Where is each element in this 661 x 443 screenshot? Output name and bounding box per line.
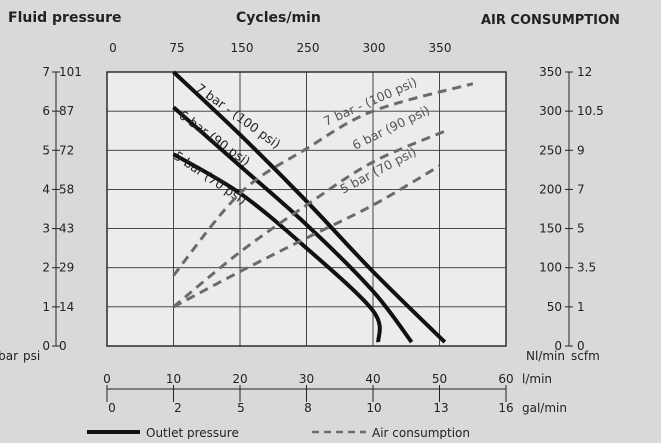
cycles-tick-label: 0 (109, 41, 117, 55)
bar-tick-label: 6 (42, 104, 50, 118)
galmin-tick-label: 8 (304, 401, 312, 415)
lmin-tick-label: 10 (166, 372, 181, 386)
psi-tick-label: 0 (59, 339, 67, 353)
scfm-tick-label: 1 (577, 300, 585, 314)
cycles-per-min-header: Cycles/min (236, 10, 321, 26)
lmin-tick-label: 20 (232, 372, 247, 386)
nlmin-unit-label: Nl/min (526, 349, 565, 363)
cycles-tick-label: 250 (297, 41, 320, 55)
psi-tick-label: 87 (59, 104, 74, 118)
galmin-tick-label: 13 (433, 401, 448, 415)
scfm-tick-label: 3.5 (577, 261, 596, 275)
cycles-tick-label: 150 (231, 41, 254, 55)
lmin-unit-label: l/min (522, 372, 552, 386)
bar-unit-label: bar (0, 349, 18, 363)
psi-unit-label: psi (23, 349, 40, 363)
scfm-tick-label: 10.5 (577, 104, 604, 118)
bar-tick-label: 1 (42, 300, 50, 314)
nlmin-tick-label: 50 (547, 300, 562, 314)
cycles-tick-label: 75 (169, 41, 184, 55)
psi-tick-label: 14 (59, 300, 74, 314)
lmin-tick-label: 50 (432, 372, 447, 386)
bar-tick-label: 5 (42, 143, 50, 157)
cycles-tick-label: 350 (429, 41, 452, 55)
outlet-pressure-curve-2 (172, 152, 382, 343)
psi-tick-label: 101 (59, 65, 82, 79)
bar-tick-label: 2 (42, 261, 50, 275)
scfm-tick-label: 7 (577, 182, 585, 196)
fluid-pressure-header: Fluid pressure (8, 10, 121, 26)
scfm-tick-label: 9 (577, 143, 585, 157)
outlet-pressure-curve-1 (172, 105, 414, 344)
air-consumption-curve-4 (172, 129, 447, 309)
lmin-tick-label: 60 (498, 372, 513, 386)
galmin-tick-label: 5 (237, 401, 245, 415)
scfm-unit-label: scfm (571, 349, 600, 363)
galmin-tick-label: 0 (108, 401, 116, 415)
air-consumption-curve-5 (172, 164, 441, 309)
lmin-tick-label: 30 (299, 372, 314, 386)
nlmin-tick-label: 300 (539, 104, 562, 118)
lmin-tick-label: 0 (103, 372, 111, 386)
scfm-tick-label: 5 (577, 222, 585, 236)
bar-tick-label: 0 (42, 339, 50, 353)
psi-tick-label: 43 (59, 222, 74, 236)
galmin-tick-label: 16 (498, 401, 513, 415)
air-consumption-header: AIR CONSUMPTION (481, 13, 620, 28)
bar-tick-label: 3 (42, 222, 50, 236)
galmin-tick-label: 2 (174, 401, 182, 415)
cycles-tick-label: 300 (363, 41, 386, 55)
psi-tick-label: 58 (59, 182, 74, 196)
nlmin-tick-label: 200 (539, 182, 562, 196)
air-consumption-curve-3 (172, 82, 474, 277)
lmin-tick-label: 40 (365, 372, 380, 386)
nlmin-tick-label: 150 (539, 222, 562, 236)
nlmin-tick-label: 0 (554, 339, 562, 353)
legend-outlet-label: Outlet pressure (146, 426, 239, 439)
nlmin-tick-label: 350 (539, 65, 562, 79)
galmin-tick-label: 10 (366, 401, 381, 415)
psi-tick-label: 29 (59, 261, 74, 275)
outlet-pressure-curve-0 (172, 70, 447, 344)
psi-tick-label: 72 (59, 143, 74, 157)
bar-tick-label: 7 (42, 65, 50, 79)
scfm-tick-label: 0 (577, 339, 585, 353)
nlmin-tick-label: 250 (539, 143, 562, 157)
galmin-unit-label: gal/min (522, 401, 567, 415)
bar-tick-label: 4 (42, 182, 50, 196)
nlmin-tick-label: 100 (539, 261, 562, 275)
legend-air-label: Air consumption (372, 426, 470, 439)
scfm-tick-label: 12 (577, 65, 592, 79)
